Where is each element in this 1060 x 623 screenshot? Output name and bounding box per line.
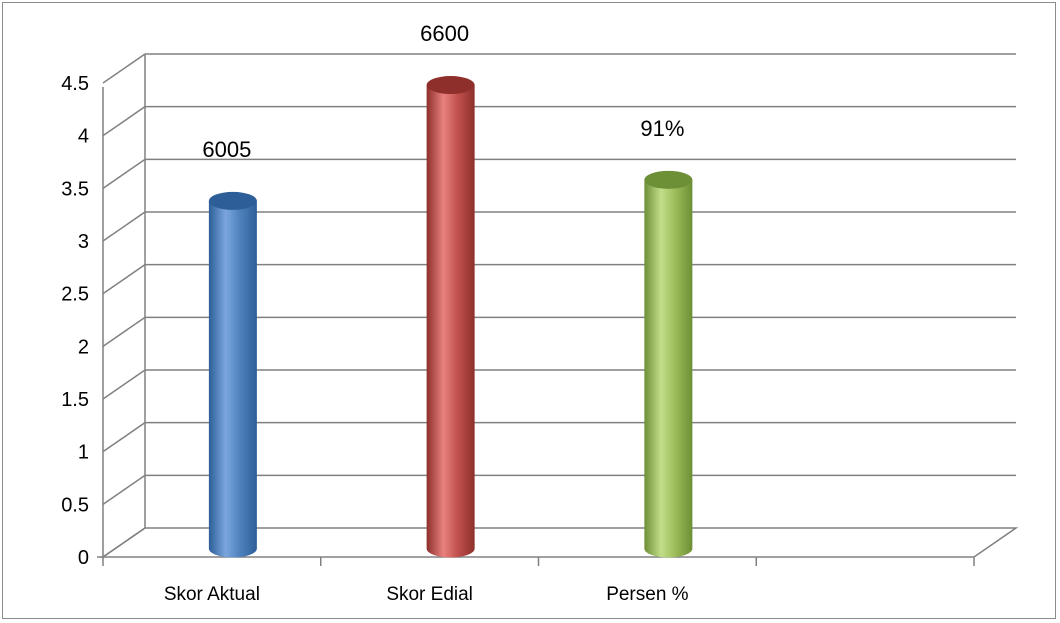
y-tick-label: 0	[78, 547, 89, 569]
bar-skor-edial	[426, 76, 475, 558]
x-tick-label: Persen %	[606, 584, 688, 605]
bar-top	[644, 170, 693, 189]
y-tick-label: 3.5	[61, 178, 89, 200]
data-labels: 6005 6600 91%	[202, 21, 684, 162]
bar-skor-aktual	[208, 191, 257, 558]
gridline-wall	[102, 422, 146, 453]
y-tick-label: 1	[78, 442, 89, 464]
gridline-wall	[102, 369, 146, 400]
bar-persen	[644, 170, 693, 558]
gridline-wall	[102, 53, 146, 84]
data-label: 6005	[202, 137, 251, 162]
x-tick-label: Skor Aktual	[164, 584, 260, 605]
data-label: 91%	[640, 116, 684, 141]
y-tick-label: 3	[78, 231, 89, 253]
gridline-wall	[102, 264, 146, 295]
y-tick-label: 1.5	[61, 389, 89, 411]
y-tick-label: 2	[78, 336, 89, 358]
y-tick-label: 0.5	[61, 494, 89, 516]
y-tick-label: 4.5	[61, 73, 89, 95]
bar-body	[208, 200, 257, 558]
gridline-wall	[102, 211, 146, 242]
bar-body	[644, 179, 693, 558]
bar-top	[208, 191, 257, 210]
floor	[100, 527, 1019, 558]
axes: 0 0.5 1 1.5 2 2.5 3 3.5 4 4.5 Skor Aktual Skor Edia…	[61, 54, 1019, 605]
bars	[208, 76, 693, 558]
data-label: 6600	[420, 21, 469, 46]
y-tick-label: 2.5	[61, 284, 89, 306]
gridline-wall	[102, 474, 146, 505]
bar-top	[426, 76, 475, 95]
gridline-wall	[102, 158, 146, 189]
gridline-wall	[102, 106, 146, 137]
y-tick-label: 4	[78, 126, 89, 148]
x-tick-label: Skor Edial	[386, 584, 473, 605]
gridlines	[102, 53, 1016, 558]
bar-body	[426, 85, 475, 558]
gridline-wall	[102, 316, 146, 347]
